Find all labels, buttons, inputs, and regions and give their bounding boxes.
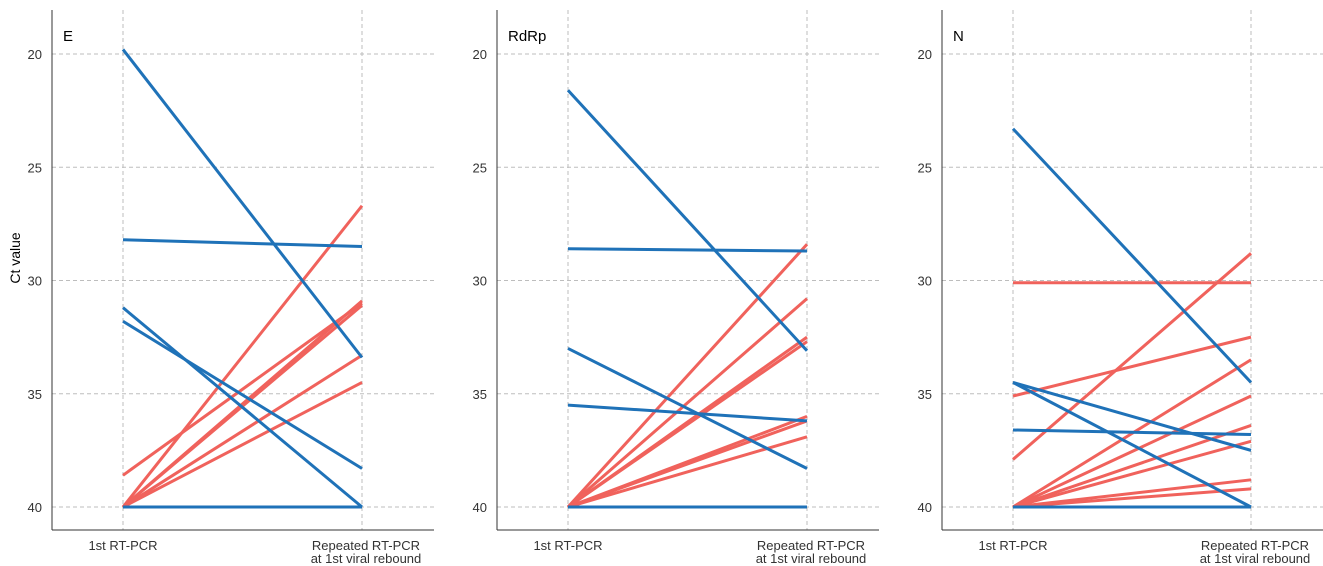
panel-1-series-line-blue [122, 306, 363, 509]
panel-1-y-tick-label: 25 [28, 160, 42, 175]
panel-3-y-tick-label: 30 [918, 274, 932, 289]
panel-2-x-category-label: 1st RT-PCR [533, 538, 602, 553]
panel-2-y-tick-label: 25 [473, 160, 487, 175]
panel-1-series-line-blue [122, 319, 363, 470]
panel-2-y-tick-label: 20 [473, 47, 487, 62]
panel-3-series-line-red [1012, 439, 1252, 509]
panel-3-series-line-red [1012, 335, 1252, 398]
panel-1-x-category-label: Repeated RT-PCR at 1st viral rebound [311, 538, 422, 566]
panel-3-series-line-red [1012, 478, 1252, 509]
panel-1-series-line-red [122, 301, 363, 477]
panel-3-title: N [953, 28, 964, 45]
panel-1-series-line-red [122, 381, 363, 509]
panel-2-series-line-blue [567, 403, 808, 423]
panel-1-title: E [63, 28, 73, 45]
panel-1-series-line-blue [121, 48, 364, 359]
panel-2-series-line-red [567, 435, 808, 509]
panel-3-x-category-label: 1st RT-PCR [978, 538, 1047, 553]
panel-2-y-tick-label: 40 [473, 500, 487, 515]
panel-2-series-line-red [566, 243, 809, 509]
panel-3-y-tick-label: 20 [918, 47, 932, 62]
panel-3-y-tick-label: 25 [918, 160, 932, 175]
panel-3-series-line-red [1012, 252, 1252, 461]
panel-3-x-category-label: Repeated RT-PCR at 1st viral rebound [1200, 538, 1311, 566]
panel-1-series-line-red [121, 204, 364, 508]
panel-1-x-category-label: 1st RT-PCR [88, 538, 157, 553]
panel-1-y-tick-label: 30 [28, 274, 42, 289]
panel-1-y-tick-label: 40 [28, 500, 42, 515]
panel-2-series-line-red [567, 297, 808, 509]
panel-3-series-line-blue [1012, 428, 1252, 437]
panel-1-series-line-red [122, 353, 363, 509]
panel-3-series-line-red [1012, 487, 1252, 509]
panel-2-y-tick-label: 35 [473, 387, 487, 402]
panel-2-x-category-label: Repeated RT-PCR at 1st viral rebound [756, 538, 867, 566]
panel-2-series-line-red [567, 419, 808, 509]
y-axis-label: Ct value [7, 232, 23, 284]
panel-2-series-line-red [567, 340, 808, 509]
panel-2-series-line-blue [567, 247, 808, 253]
panel-3-series-line-blue [1012, 381, 1252, 509]
panel-2-title: RdRp [508, 28, 546, 45]
panel-3-y-tick-label: 35 [918, 387, 932, 402]
panel-2-series-line-blue [567, 347, 808, 470]
panel-3-series-line-blue [1011, 127, 1253, 384]
panel-2-y-tick-label: 30 [473, 274, 487, 289]
panel-1-y-tick-label: 35 [28, 387, 42, 402]
panel-3-y-tick-label: 40 [918, 500, 932, 515]
panel-3-series-line-blue [1012, 380, 1252, 452]
panel-1-series-line-blue [122, 238, 363, 249]
panel-1-y-tick-label: 20 [28, 47, 42, 62]
panel-2-series-line-blue [566, 89, 809, 352]
panel-3-series-line-red [1012, 394, 1252, 509]
